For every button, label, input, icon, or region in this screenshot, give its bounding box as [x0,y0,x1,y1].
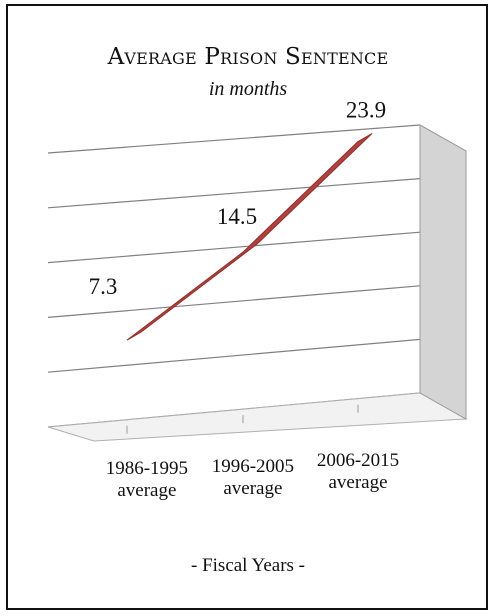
gridline [47,285,421,318]
data-label: 7.3 [89,274,118,299]
chart-frame [6,4,488,610]
data-labels: 7.3 14.5 23.9 [89,98,387,300]
x-tick-label: 2006-2015 [317,450,399,471]
gridline [47,231,421,264]
gridline [47,338,421,373]
series-ribbon [126,133,373,341]
x-tick-label: 1996-2005 [212,456,294,477]
side-wall [419,124,467,420]
x-tick-label: average [328,472,387,493]
x-axis-label: - Fiscal Years - [191,555,305,576]
floor-panel [47,392,468,442]
gridline [47,124,421,154]
x-tick-label: average [223,478,282,499]
x-tick-label: average [117,480,176,501]
series-layer [126,133,373,341]
chart-subtitle: in months [208,78,288,100]
data-label: 14.5 [217,204,257,229]
side-wall-panel [419,124,467,420]
chart-title: Average Prison Sentence [107,44,389,70]
data-label: 23.9 [346,98,386,123]
x-tick-label: 1986-1995 [106,458,188,479]
gridline [47,178,421,209]
x-tick-labels: 1986-1995average1996-2005average2006-201… [106,450,399,501]
